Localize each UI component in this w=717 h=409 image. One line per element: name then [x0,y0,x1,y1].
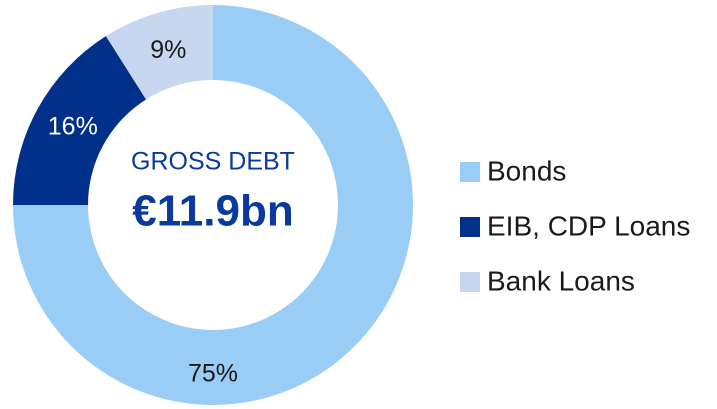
legend-label: EIB, CDP Loans [487,210,690,241]
value-label: 9% [150,36,186,64]
center-label: GROSS DEBT [131,148,295,176]
legend-swatch [460,272,480,292]
legend-label: Bonds [487,155,566,186]
center-value: €11.9bn [132,187,293,236]
donut-segment [105,5,213,100]
donut-segment [13,5,413,405]
value-label: 16% [48,113,98,141]
legend-swatch [460,217,480,237]
value-label: 75% [188,360,238,388]
legend-label: Bank Loans [487,265,635,296]
donut-segment [13,36,147,205]
legend-swatch [460,162,480,182]
